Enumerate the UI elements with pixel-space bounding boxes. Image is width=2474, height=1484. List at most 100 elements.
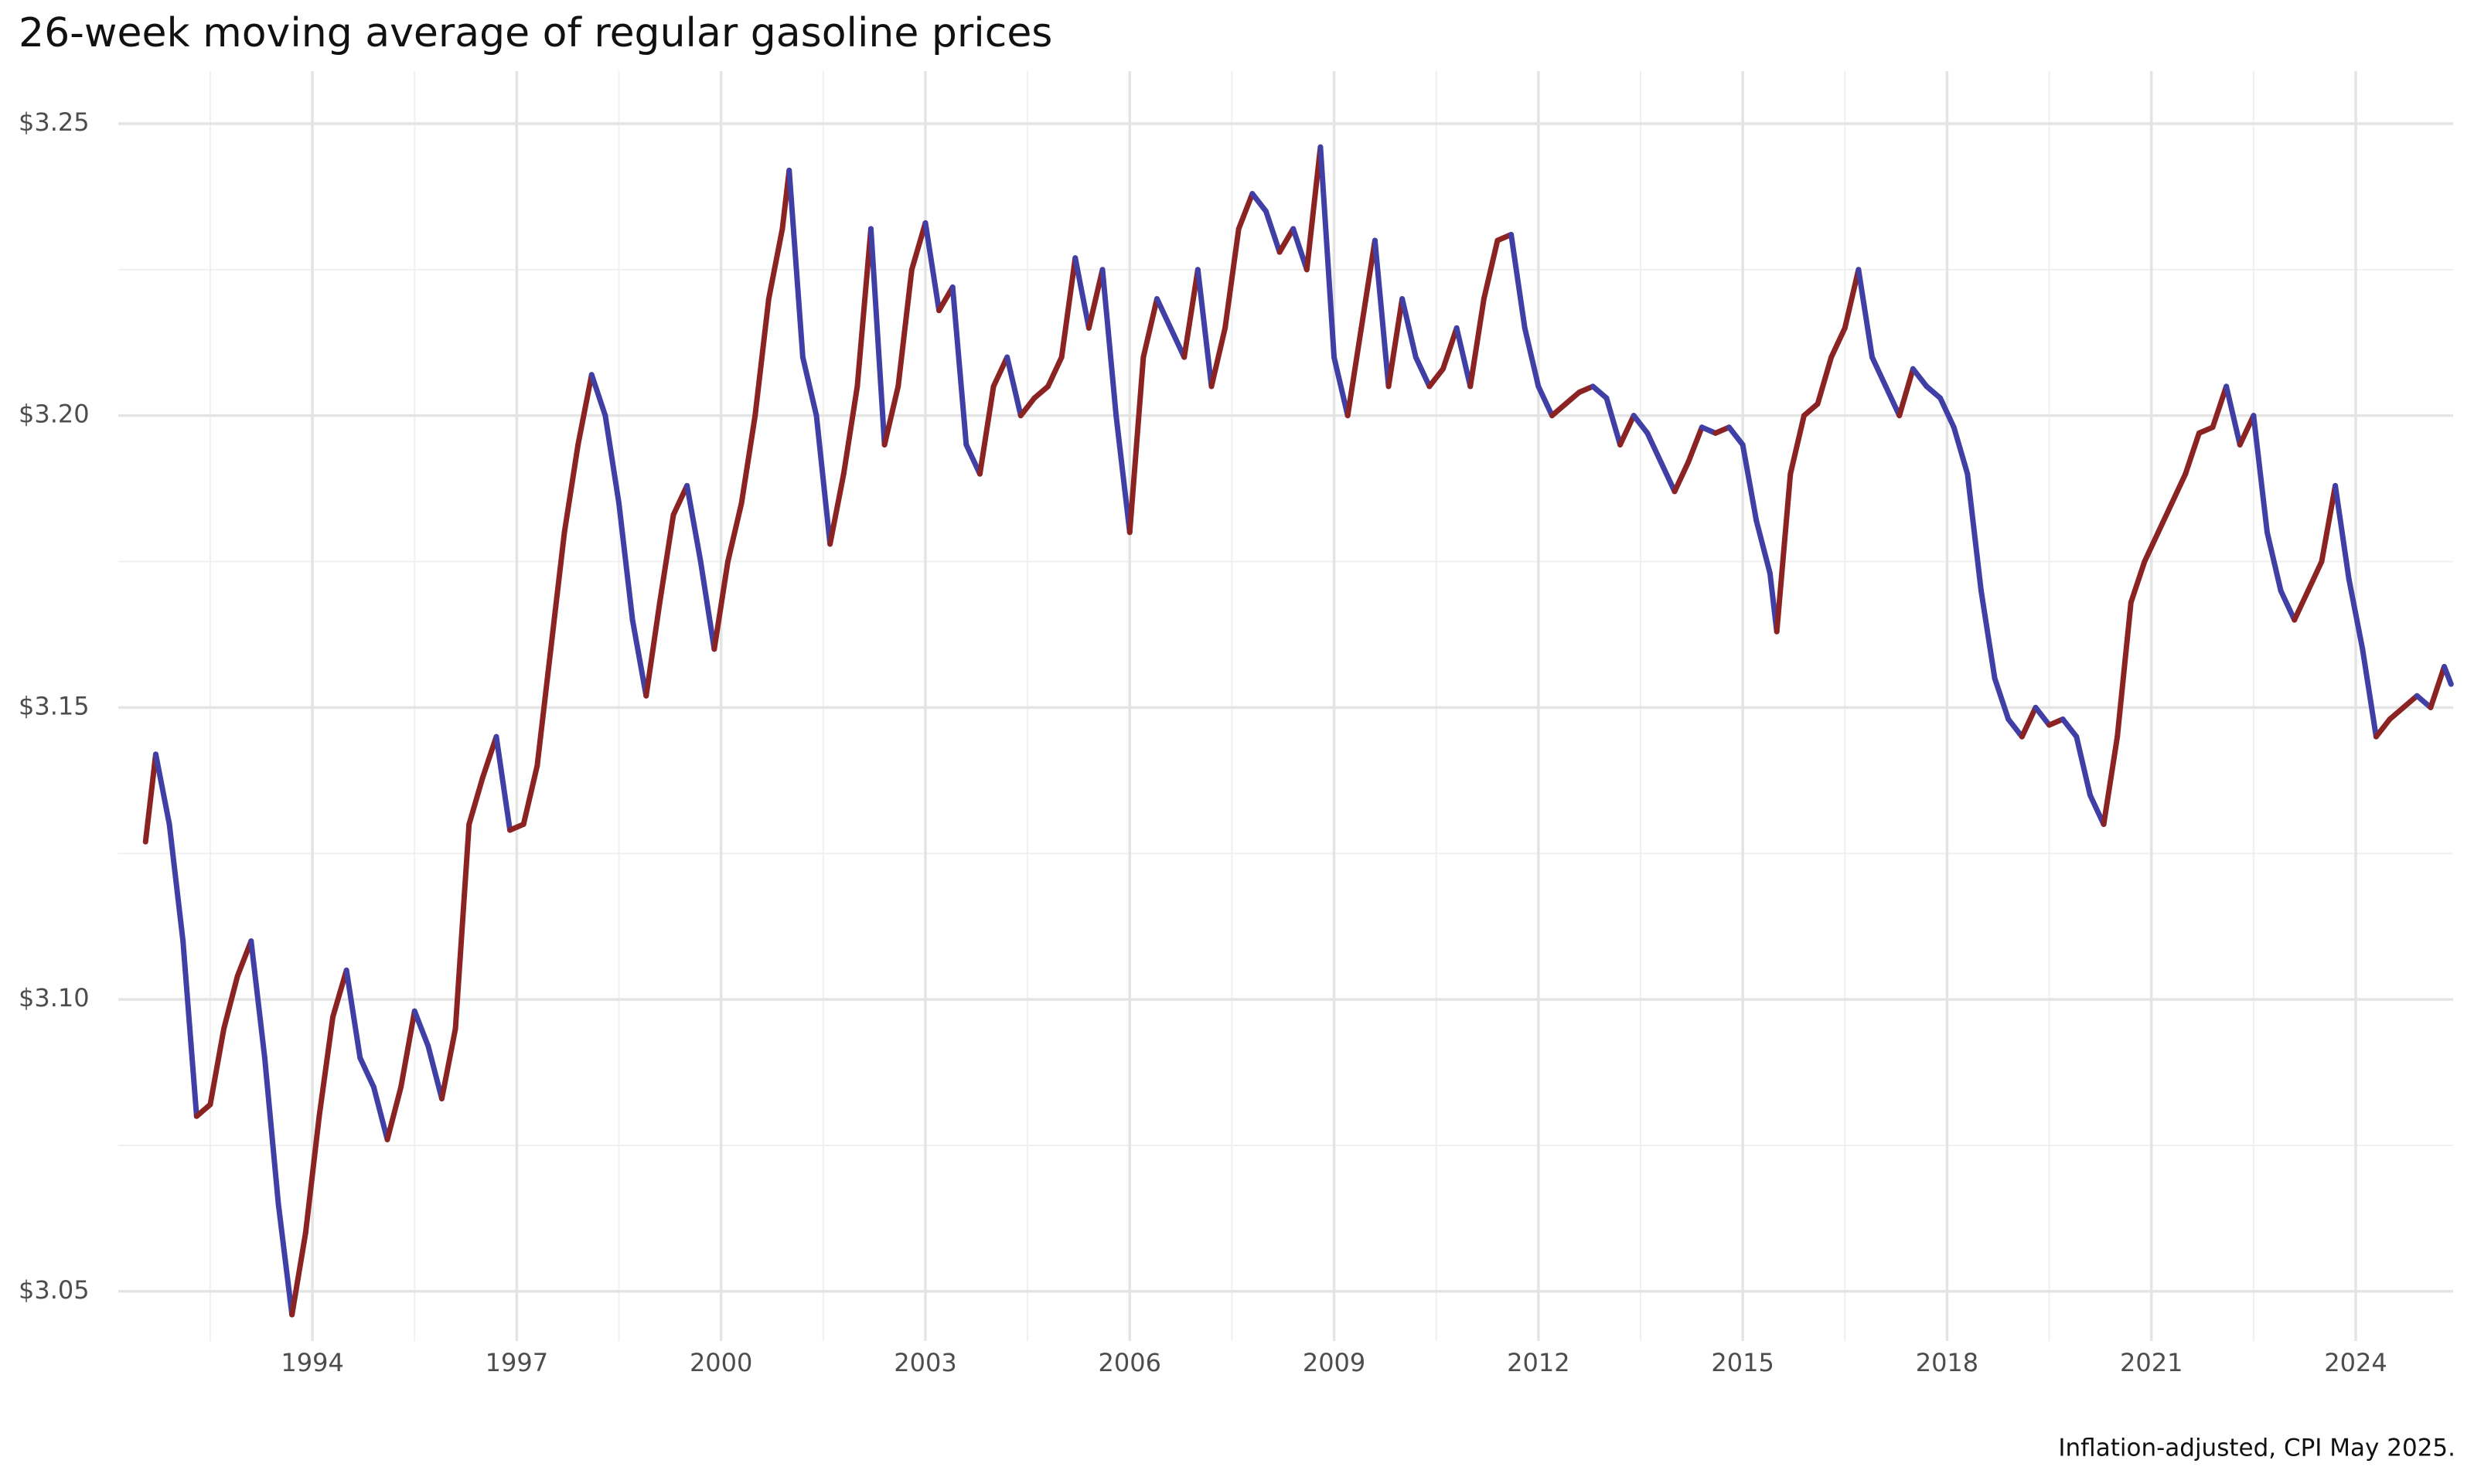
line-segment <box>2101 733 2121 827</box>
line-segment <box>867 226 888 448</box>
line-segment <box>1828 325 1848 360</box>
y-tick-label: $3.05 <box>19 1275 90 1305</box>
line-segment <box>142 751 158 845</box>
line-segment <box>1937 395 1957 431</box>
line-segment <box>234 938 254 979</box>
line-segment <box>275 1200 295 1318</box>
line-segment <box>908 220 929 273</box>
line-segment <box>2210 383 2230 431</box>
line-segment <box>1978 587 1998 682</box>
line-segment <box>1869 354 1889 390</box>
y-tick-label: $3.10 <box>19 983 90 1013</box>
line-segment <box>1399 296 1419 360</box>
line-segment <box>2183 430 2202 477</box>
line-segment <box>881 383 901 448</box>
line-segment <box>697 559 717 652</box>
line-segment <box>2251 413 2270 536</box>
line-segment <box>411 1008 431 1050</box>
line-segment <box>2005 716 2025 740</box>
caption: Inflation-adjusted, CPI May 2025. <box>2058 1435 2455 1462</box>
line-segment <box>357 1055 377 1090</box>
line-segment <box>2033 704 2053 728</box>
line-segment <box>1842 267 1862 331</box>
line-segment <box>1358 237 1378 331</box>
y-tick-label: $3.25 <box>19 107 90 137</box>
line-segment <box>1787 413 1807 477</box>
line-segment <box>990 354 1010 390</box>
line-segment <box>1031 383 1051 401</box>
line-segment <box>2333 482 2352 582</box>
line-segment <box>1181 267 1201 360</box>
line-segment <box>588 372 608 419</box>
line-segment <box>629 617 649 699</box>
y-tick-label: $3.15 <box>19 691 90 720</box>
line-segment <box>1883 383 1903 419</box>
line-segment <box>534 646 554 769</box>
line-segment <box>1924 383 1944 401</box>
line-segment <box>479 733 499 781</box>
line-segment <box>711 559 731 652</box>
line-segment <box>2292 587 2311 623</box>
y-tick-label: $3.20 <box>19 400 90 429</box>
line-segment <box>1440 325 1460 372</box>
line-segment <box>2128 559 2148 605</box>
line-segment <box>547 529 567 652</box>
line-segment <box>922 220 942 314</box>
line-segment <box>493 733 513 833</box>
line-segment <box>343 967 363 1061</box>
line-segment <box>656 512 676 605</box>
line-segment <box>738 413 758 506</box>
line-segment <box>1344 325 1365 419</box>
line-segment <box>520 763 540 827</box>
line-segment <box>1235 191 1256 232</box>
line-segment <box>1631 413 1651 436</box>
line-segment <box>2373 716 2393 740</box>
line-segment <box>813 413 833 547</box>
line-segment <box>2155 500 2175 536</box>
line-segment <box>1222 226 1242 331</box>
line-segment <box>1290 226 1310 273</box>
line-segment <box>1045 354 1065 390</box>
grid <box>118 71 2453 1341</box>
line-segment <box>289 1230 308 1318</box>
line-segment <box>425 1043 445 1102</box>
line-segment <box>1508 232 1528 331</box>
x-tick-label: 2012 <box>1507 1348 1569 1377</box>
line-segment <box>895 267 915 390</box>
line-segment <box>193 1101 213 1119</box>
line-segment <box>1992 676 2012 722</box>
line-segment <box>2169 471 2189 506</box>
line-segment <box>398 1008 417 1090</box>
line-segment <box>561 441 581 536</box>
line-segment <box>2237 413 2257 448</box>
price-line <box>142 144 2454 1318</box>
line-segment <box>1249 191 1269 214</box>
line-segment <box>1385 296 1406 390</box>
line-segment <box>438 1026 458 1102</box>
line-segment <box>2019 704 2039 740</box>
line-segment <box>827 471 847 547</box>
line-segment <box>2401 693 2420 710</box>
line-segment <box>1801 401 1821 419</box>
chart-title: 26-week moving average of regular gasoli… <box>19 10 1052 56</box>
line-segment <box>207 1026 227 1108</box>
line-segment <box>370 1084 390 1142</box>
line-segment <box>643 599 663 699</box>
x-tick-label: 2021 <box>2120 1348 2183 1377</box>
line-segment <box>2360 646 2379 740</box>
line-segment <box>1590 383 1610 401</box>
line-segment <box>221 973 240 1032</box>
line-segment <box>1126 354 1147 536</box>
line-segment <box>302 1113 322 1236</box>
line-segment <box>1910 366 1930 390</box>
line-segment <box>752 296 772 419</box>
line-segment <box>1085 267 1106 331</box>
line-segment <box>1140 296 1160 360</box>
line-segment <box>799 354 820 419</box>
line-segment <box>949 284 969 448</box>
line-segment <box>1372 237 1392 390</box>
line-segment <box>1263 208 1283 255</box>
line-segment <box>1726 424 1746 448</box>
line-segment <box>248 938 268 1061</box>
